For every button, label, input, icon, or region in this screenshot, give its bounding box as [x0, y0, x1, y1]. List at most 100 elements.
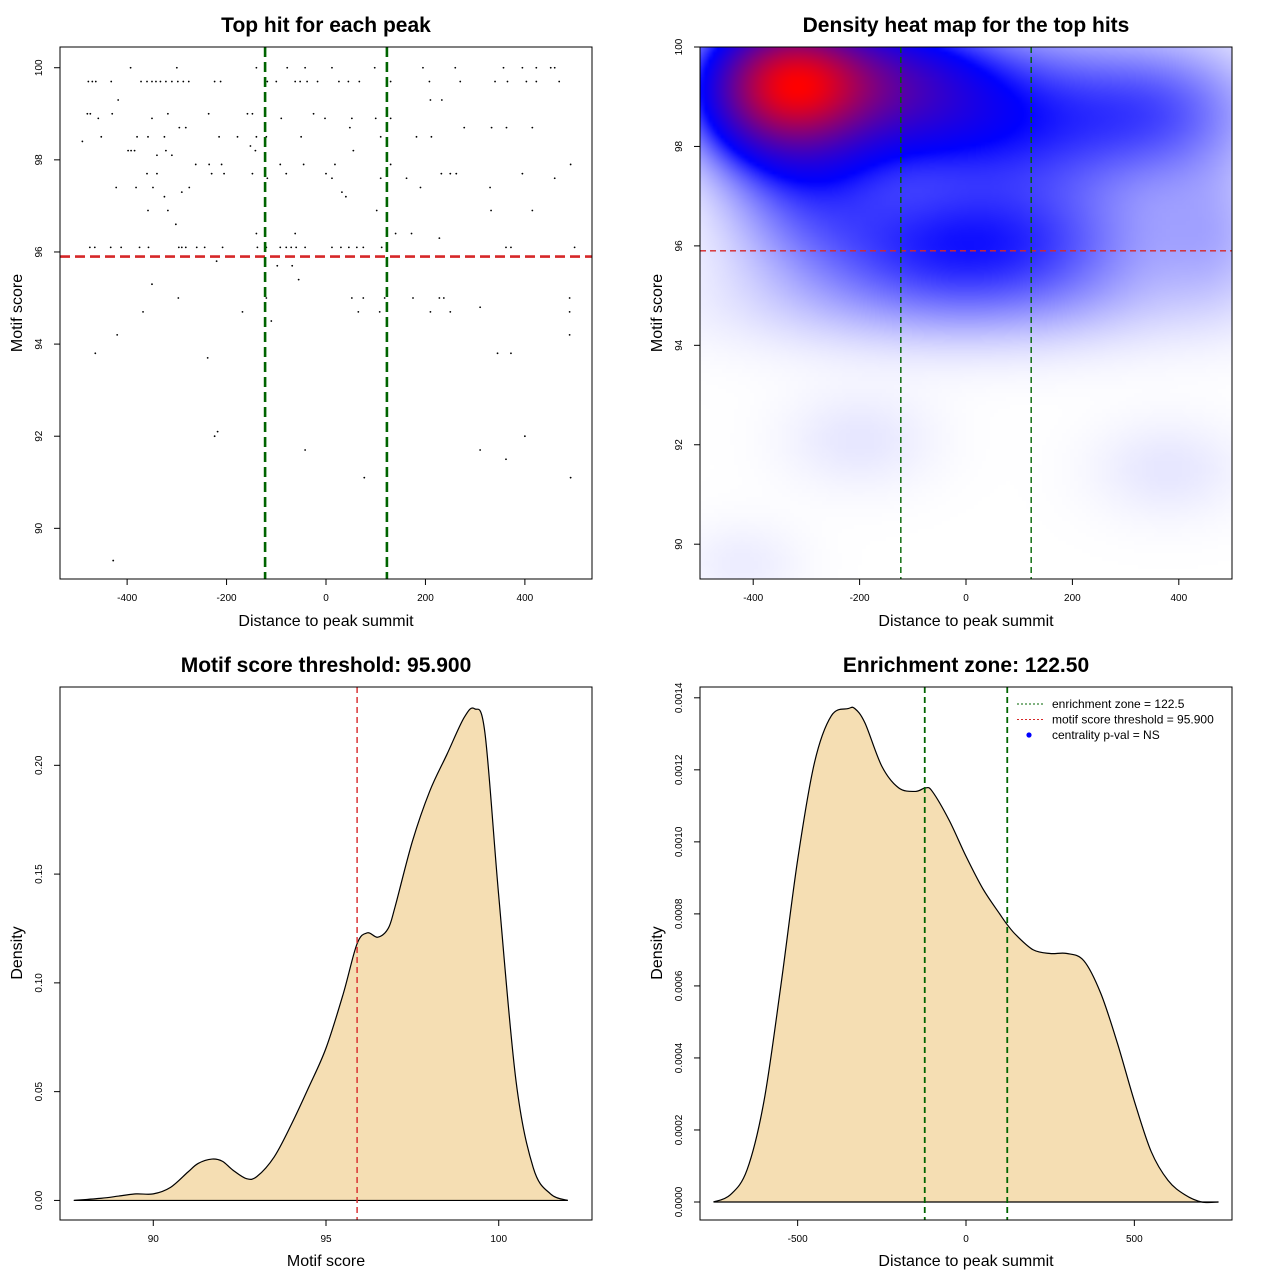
scatter-point: [135, 186, 137, 189]
scatter-point: [81, 140, 84, 143]
scatter-point: [347, 80, 350, 83]
scatter-y-tick-label: 92: [34, 430, 45, 442]
distance-density-y-tick-label: 0.0000: [674, 1186, 685, 1217]
scatter-point: [151, 80, 153, 83]
scatter-point: [206, 357, 209, 359]
scatter-point: [166, 209, 169, 212]
scatter-point: [496, 352, 499, 355]
scatter-point: [221, 246, 224, 249]
scatter-point: [163, 195, 166, 198]
scatter-point: [412, 297, 414, 299]
heatmap-y-tick-label: 98: [674, 140, 685, 152]
heatmap-x-tick-label: -400: [743, 593, 763, 604]
scatter-plot-frame: [59, 46, 593, 580]
scatter-point: [109, 246, 112, 249]
scatter-point: [152, 186, 154, 189]
scatter-point: [136, 135, 138, 138]
scatter-point: [146, 80, 148, 83]
scatter-point: [394, 232, 397, 235]
scatter-point: [379, 135, 382, 138]
score-density-y-tick-label: 0.00: [34, 1190, 45, 1210]
scatter-point: [419, 186, 422, 189]
scatter-point: [116, 333, 119, 336]
scatter-point: [184, 126, 187, 129]
distance-density-curve: [713, 706, 1219, 1204]
heatmap-y-tick-label: 90: [674, 538, 685, 550]
scatter-point: [276, 264, 279, 267]
scatter-point: [573, 246, 576, 249]
distance-density-fill: [713, 707, 1219, 1203]
scatter-point: [449, 172, 452, 175]
scatter-point: [378, 310, 381, 313]
scatter-point: [569, 163, 572, 166]
scatter-x-tick-label: 0: [323, 593, 329, 604]
scatter-point: [195, 246, 198, 249]
scatter-y-tick-label: 90: [34, 522, 45, 534]
scatter-y-tick-label: 94: [34, 338, 45, 350]
scatter-point: [246, 112, 249, 115]
scatter-lines: [60, 47, 592, 579]
scatter-point: [479, 449, 482, 451]
scatter-point: [569, 476, 572, 479]
distance-density-x-tick-label: 500: [1126, 1234, 1143, 1245]
distance-density-lines: [923, 687, 1009, 1220]
legend-zone-label: enrichment zone = 122.5: [1052, 697, 1185, 711]
scatter-point: [505, 126, 508, 129]
scatter-point: [112, 559, 115, 562]
heatmap-x-ticks: -400 -200 0 200 400: [743, 579, 1188, 604]
scatter-point: [249, 145, 252, 147]
heatmap-x-tick-label: -200: [850, 593, 870, 604]
scatter-point: [357, 310, 360, 313]
scatter-point: [302, 163, 305, 166]
scatter-point: [165, 80, 167, 83]
scatter-point: [220, 163, 223, 166]
scatter-point: [100, 135, 103, 138]
score-density-panel: Motif score threshold: 95.900 90 95 100 0.…: [9, 654, 593, 1270]
scatter-y-tick-label: 98: [34, 154, 45, 166]
scatter-x-tick-label: 400: [517, 593, 534, 604]
scatter-point: [334, 163, 336, 166]
scatter-point: [531, 209, 534, 212]
scatter-point: [373, 66, 376, 69]
scatter-point: [203, 246, 206, 249]
scatter-point: [88, 246, 91, 249]
scatter-point: [463, 126, 466, 129]
scatter-point: [93, 246, 96, 249]
scatter-point: [110, 80, 113, 83]
scatter-panel: Top hit for each peak -400 -200 0 200 400 90…: [9, 14, 593, 630]
heatmap-y-tick-label: 100: [674, 38, 685, 55]
scatter-point: [133, 149, 136, 152]
distance-density-y-tick-label: 0.0004: [674, 1042, 685, 1073]
distance-density-y-tick-label: 0.0014: [674, 682, 685, 713]
scatter-point: [180, 191, 183, 193]
scatter-point: [316, 80, 319, 83]
distance-density-x-tick-label: -500: [788, 1234, 808, 1245]
scatter-point: [383, 297, 386, 299]
scatter-point: [355, 246, 358, 249]
scatter-point: [170, 154, 173, 157]
heatmap-y-tick-label: 94: [674, 339, 685, 351]
scatter-point: [177, 246, 180, 249]
scatter-point: [312, 112, 315, 115]
scatter-y-tick-label: 96: [34, 246, 45, 258]
distance-density-y-label: Density: [649, 926, 666, 979]
heatmap-y-label: Motif score: [649, 274, 666, 352]
scatter-point: [175, 66, 178, 69]
scatter-point: [490, 209, 492, 212]
scatter-point: [86, 112, 89, 115]
scatter-point: [375, 209, 378, 212]
scatter-point: [89, 112, 92, 115]
scatter-point: [270, 320, 273, 322]
scatter-point: [344, 195, 347, 198]
scatter-point: [494, 80, 496, 83]
scatter-point: [294, 80, 297, 83]
scatter-point: [279, 163, 282, 166]
scatter-x-ticks: -400 -200 0 200 400: [117, 579, 534, 604]
scatter-point: [279, 246, 282, 249]
distance-density-panel: Enrichment zone: 122.50 -500 0 500 0.00000…: [649, 654, 1233, 1270]
scatter-point: [505, 246, 507, 249]
scatter-point: [325, 172, 327, 175]
distance-density-x-ticks: -500 0 500: [788, 1220, 1143, 1245]
scatter-point: [506, 80, 509, 83]
